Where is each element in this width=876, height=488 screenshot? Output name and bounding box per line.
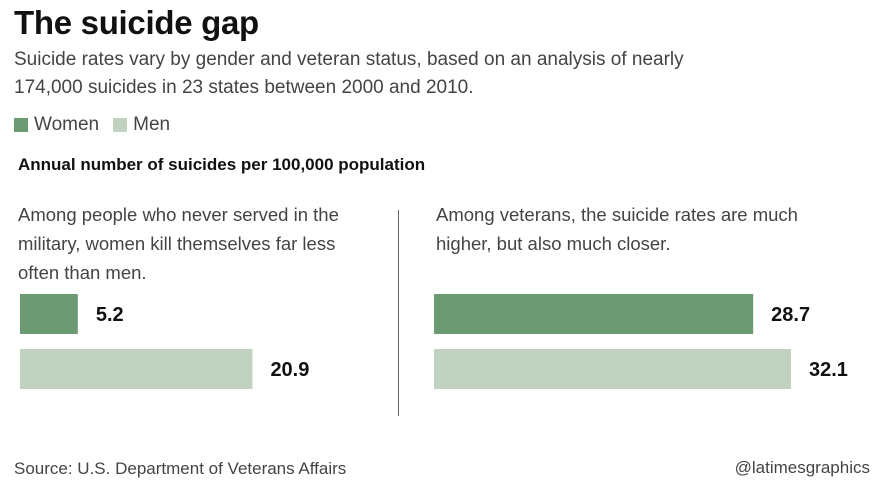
panel-divider [398,210,399,416]
legend: Women Men [14,114,184,136]
chart-subtitle: Suicide rates vary by gender and veteran… [14,49,684,98]
legend-item-men: Men [113,114,170,136]
bar-label-veterans-men: 32.1 [809,359,848,381]
bar-veterans-women [434,294,754,334]
chart-heading: Annual number of suicides per 100,000 po… [18,155,426,174]
bar-civilians-women [20,294,78,334]
bar-label-veterans-women: 28.7 [771,304,810,326]
panel-description-civilians: Among people who never served in the mil… [18,204,339,283]
panel-description-veterans: Among veterans, the suicide rates are mu… [436,204,798,254]
source-note: Source: U.S. Department of Veterans Affa… [14,459,347,478]
legend-swatch-women [14,118,28,132]
bar-civilians-men [20,349,253,389]
legend-label-women: Women [34,114,100,135]
bar-veterans-men [434,349,791,389]
legend-swatch-men [113,118,128,132]
bar-label-civilians-men: 20.9 [270,359,309,381]
legend-label-men: Men [133,114,171,135]
chart-title: The suicide gap [14,4,259,41]
legend-item-women: Women [14,114,99,136]
credit: @latimesgraphics [734,458,870,477]
bar-label-civilians-women: 5.2 [96,304,124,326]
